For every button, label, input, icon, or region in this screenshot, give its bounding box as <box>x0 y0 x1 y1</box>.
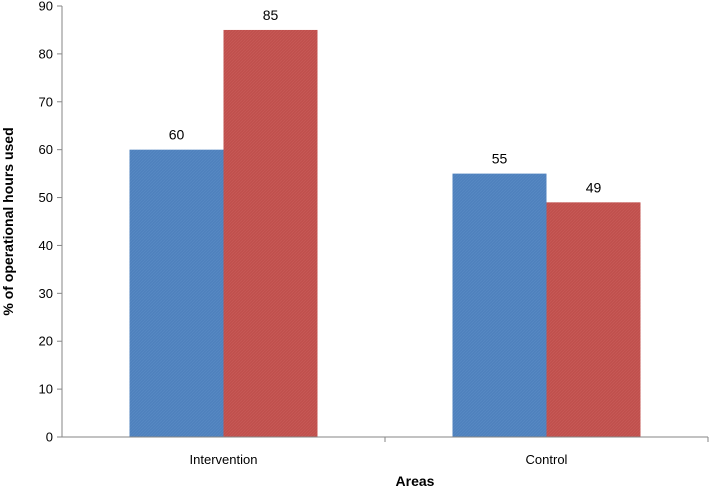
y-tick-label: 0 <box>46 430 53 445</box>
bar <box>546 202 641 437</box>
data-label: 49 <box>586 179 602 195</box>
y-tick-label: 80 <box>39 46 53 61</box>
data-labels: 60 85 55 49 <box>169 7 602 195</box>
y-tick-label: 30 <box>39 286 53 301</box>
bar <box>223 29 318 437</box>
y-tick-label: 20 <box>39 334 53 349</box>
y-tick-label: 60 <box>39 142 53 157</box>
y-axis-ticks: 0 10 20 30 40 50 60 70 80 90 <box>39 0 62 445</box>
data-label: 55 <box>492 151 508 167</box>
x-tick-label: Control <box>526 452 568 467</box>
y-tick-label: 40 <box>39 238 53 253</box>
bars <box>129 29 641 437</box>
y-tick-label: 70 <box>39 94 53 109</box>
y-tick-label: 50 <box>39 190 53 205</box>
bar <box>452 173 547 437</box>
bar <box>129 149 224 437</box>
x-axis-tick-labels: Intervention Control <box>190 437 709 467</box>
y-axis-title: % of operational hours used <box>0 127 16 315</box>
data-label: 60 <box>169 127 185 143</box>
x-tick-label: Intervention <box>190 452 258 467</box>
x-axis-title: Areas <box>396 473 435 488</box>
y-tick-label: 10 <box>39 382 53 397</box>
y-tick-label: 90 <box>39 0 53 14</box>
data-label: 85 <box>263 7 279 23</box>
